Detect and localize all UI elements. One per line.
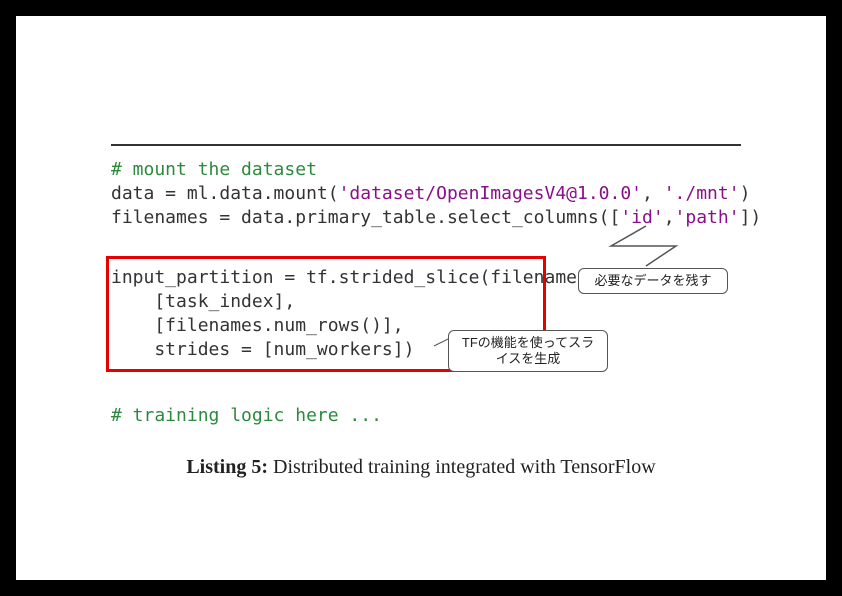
code-line-mount: data = ml.data.mount('dataset/OpenImages…: [111, 182, 750, 206]
callout-text: TFの機能を使ってスラ イスを生成: [462, 335, 594, 366]
code-text: ): [740, 183, 751, 204]
code-string: 'id': [620, 207, 663, 228]
callout-right: 必要なデータを残す: [578, 268, 728, 294]
code-string: 'dataset/OpenImagesV4@1.0.0': [339, 183, 642, 204]
listing-label: Listing 5:: [186, 456, 268, 478]
code-line-select-columns: filenames = data.primary_table.select_co…: [111, 206, 761, 230]
callout-text: 必要なデータを残す: [594, 273, 711, 288]
code-comment: # mount the dataset: [111, 159, 317, 180]
code-line-comment-mount: # mount the dataset: [111, 158, 317, 182]
page: # mount the dataset data = ml.data.mount…: [14, 14, 828, 582]
code-comment: # training logic here ...: [111, 405, 382, 426]
listing-text: Distributed training integrated with Ten…: [268, 456, 656, 478]
code-text: data = ml.data.mount(: [111, 183, 339, 204]
code-string: 'path': [675, 207, 740, 228]
callout-bottom: TFの機能を使ってスラ イスを生成: [448, 330, 608, 372]
code-text: ]): [740, 207, 762, 228]
code-text: filenames = data.primary_table.select_co…: [111, 207, 620, 228]
listing-caption: Listing 5: Distributed training integrat…: [16, 456, 826, 479]
code-string: './mnt': [664, 183, 740, 204]
code-text: ,: [664, 207, 675, 228]
code-text: ,: [642, 183, 664, 204]
code-line-comment-train: # training logic here ...: [111, 404, 382, 428]
horizontal-rule: [111, 144, 741, 146]
